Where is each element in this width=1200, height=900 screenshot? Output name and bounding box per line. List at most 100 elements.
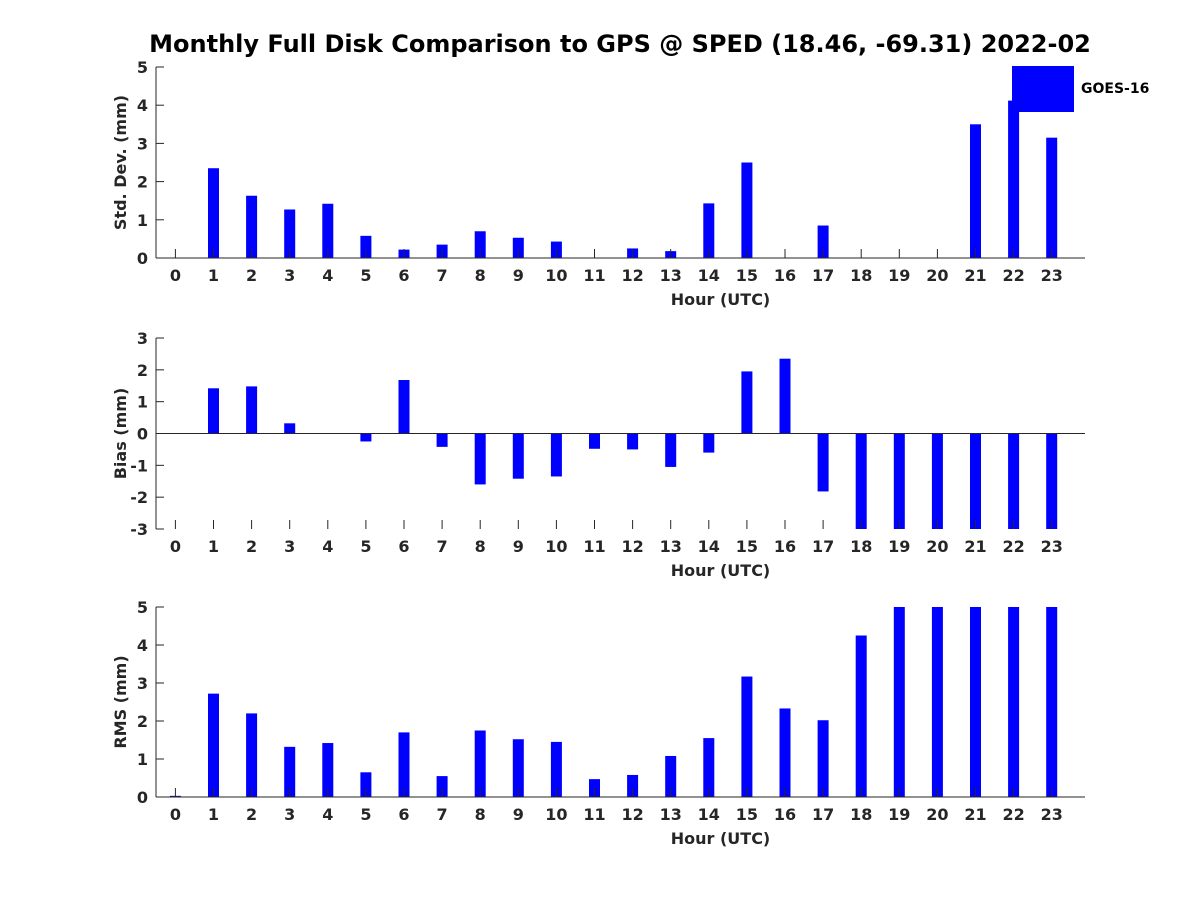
x-tick-label: 19 bbox=[888, 266, 910, 285]
bar-rms-2 bbox=[246, 713, 258, 797]
bar-bias-21 bbox=[970, 433, 981, 529]
x-tick-label: 0 bbox=[170, 266, 181, 285]
x-tick-label: 21 bbox=[964, 537, 986, 556]
y-tick-label: 3 bbox=[137, 329, 148, 348]
y-tick-label: 0 bbox=[137, 788, 148, 807]
bar-bias-7 bbox=[436, 433, 448, 447]
x-tick-label: 23 bbox=[1041, 805, 1063, 824]
x-tick-label: 1 bbox=[208, 537, 219, 556]
x-tick-label: 23 bbox=[1041, 266, 1063, 285]
x-tick-label: 3 bbox=[284, 266, 295, 285]
x-tick-label: 15 bbox=[736, 266, 758, 285]
x-tick-label: 6 bbox=[398, 537, 409, 556]
bar-rms-5 bbox=[360, 772, 372, 797]
bar-rms-18 bbox=[855, 635, 867, 797]
x-tick-label: 17 bbox=[812, 805, 834, 824]
bar-rms-15 bbox=[741, 676, 753, 797]
x-tick-label: 11 bbox=[583, 537, 605, 556]
x-tick-label: 20 bbox=[926, 266, 948, 285]
x-tick-label: 2 bbox=[246, 537, 257, 556]
bar-bias-15 bbox=[741, 371, 753, 434]
y-tick-label: 0 bbox=[137, 249, 148, 268]
x-tick-label: 6 bbox=[398, 805, 409, 824]
x-tick-label: 17 bbox=[812, 266, 834, 285]
x-axis-label: Hour (UTC) bbox=[671, 829, 771, 848]
y-tick-label: 1 bbox=[137, 211, 148, 230]
bar-std-dev-14 bbox=[703, 203, 715, 258]
x-tick-label: 20 bbox=[926, 537, 948, 556]
bias-panel: 0 1 2 3 4 5 6 7 8 9 10 11 12 13 14 15 16 17 18 19 20 21 22 23-3… bbox=[111, 329, 1085, 580]
bar-rms-21 bbox=[970, 607, 981, 797]
x-tick-label: 22 bbox=[1002, 266, 1024, 285]
bar-bias-23 bbox=[1046, 433, 1058, 529]
x-tick-label: 7 bbox=[437, 805, 448, 824]
bar-bias-8 bbox=[474, 433, 486, 485]
y-tick-label: 3 bbox=[137, 674, 148, 693]
bar-std-dev-23 bbox=[1046, 137, 1058, 258]
x-tick-label: 9 bbox=[513, 266, 524, 285]
x-tick-label: 19 bbox=[888, 805, 910, 824]
x-tick-label: 10 bbox=[545, 805, 567, 824]
bar-rms-14 bbox=[703, 738, 715, 797]
x-tick-label: 17 bbox=[812, 537, 834, 556]
bar-std-dev-5 bbox=[360, 235, 372, 258]
chart-title: Monthly Full Disk Comparison to GPS @ SP… bbox=[149, 30, 1091, 58]
x-tick-label: 8 bbox=[475, 537, 486, 556]
bar-std-dev-4 bbox=[322, 203, 334, 258]
bar-bias-9 bbox=[512, 433, 524, 479]
x-axis-label: Hour (UTC) bbox=[671, 561, 771, 580]
bar-rms-1 bbox=[208, 693, 219, 797]
std-dev-panel: 0 1 2 3 4 5 6 7 8 9 10 11 12 13 14 15 16 17 18 19 20 21 22 2301… bbox=[111, 58, 1085, 309]
x-tick-label: 5 bbox=[360, 805, 371, 824]
bar-bias-10 bbox=[550, 433, 562, 477]
x-tick-label: 10 bbox=[545, 537, 567, 556]
bar-rms-9 bbox=[512, 739, 524, 797]
y-tick-label: -1 bbox=[130, 456, 148, 475]
y-tick-label: -3 bbox=[130, 520, 148, 539]
x-tick-label: 20 bbox=[926, 805, 948, 824]
x-tick-label: 9 bbox=[513, 805, 524, 824]
bar-bias-6 bbox=[398, 380, 410, 434]
bar-bias-3 bbox=[284, 423, 296, 434]
legend: GOES-16 bbox=[1012, 66, 1162, 112]
x-tick-label: 14 bbox=[698, 805, 720, 824]
bar-bias-20 bbox=[931, 433, 943, 529]
y-tick-label: 2 bbox=[137, 361, 148, 380]
x-tick-label: 18 bbox=[850, 266, 872, 285]
y-tick-label: 5 bbox=[137, 58, 148, 77]
x-tick-label: 8 bbox=[475, 266, 486, 285]
x-tick-label: 15 bbox=[736, 537, 758, 556]
x-tick-label: 14 bbox=[698, 266, 720, 285]
x-tick-label: 23 bbox=[1041, 537, 1063, 556]
x-tick-label: 11 bbox=[583, 266, 605, 285]
x-tick-label: 1 bbox=[208, 805, 219, 824]
x-tick-label: 13 bbox=[660, 266, 682, 285]
y-tick-label: 1 bbox=[137, 750, 148, 769]
x-tick-label: 12 bbox=[621, 266, 643, 285]
y-tick-label: 5 bbox=[137, 598, 148, 617]
bar-bias-13 bbox=[665, 433, 677, 467]
x-tick-label: 15 bbox=[736, 805, 758, 824]
y-axis-label: Bias (mm) bbox=[111, 388, 130, 480]
bar-rms-8 bbox=[474, 730, 486, 797]
bar-std-dev-9 bbox=[512, 237, 524, 258]
y-axis-label: RMS (mm) bbox=[111, 655, 130, 748]
x-tick-label: 21 bbox=[964, 805, 986, 824]
x-tick-label: 7 bbox=[437, 266, 448, 285]
y-tick-label: 4 bbox=[137, 636, 148, 655]
x-tick-label: 0 bbox=[170, 537, 181, 556]
x-tick-label: 10 bbox=[545, 266, 567, 285]
x-tick-label: 2 bbox=[246, 805, 257, 824]
bar-rms-20 bbox=[931, 607, 943, 797]
x-tick-label: 1 bbox=[208, 266, 219, 285]
bar-rms-17 bbox=[817, 720, 829, 797]
x-tick-label: 11 bbox=[583, 805, 605, 824]
x-tick-label: 12 bbox=[621, 805, 643, 824]
y-tick-label: 1 bbox=[137, 393, 148, 412]
x-tick-label: 0 bbox=[170, 805, 181, 824]
x-tick-label: 18 bbox=[850, 805, 872, 824]
rms-panel: 0 1 2 3 4 5 6 7 8 9 10 11 12 13 14 15 16 17 18 19 20 21 22 2301… bbox=[111, 598, 1085, 848]
x-tick-label: 19 bbox=[888, 537, 910, 556]
y-tick-label: 2 bbox=[137, 173, 148, 192]
